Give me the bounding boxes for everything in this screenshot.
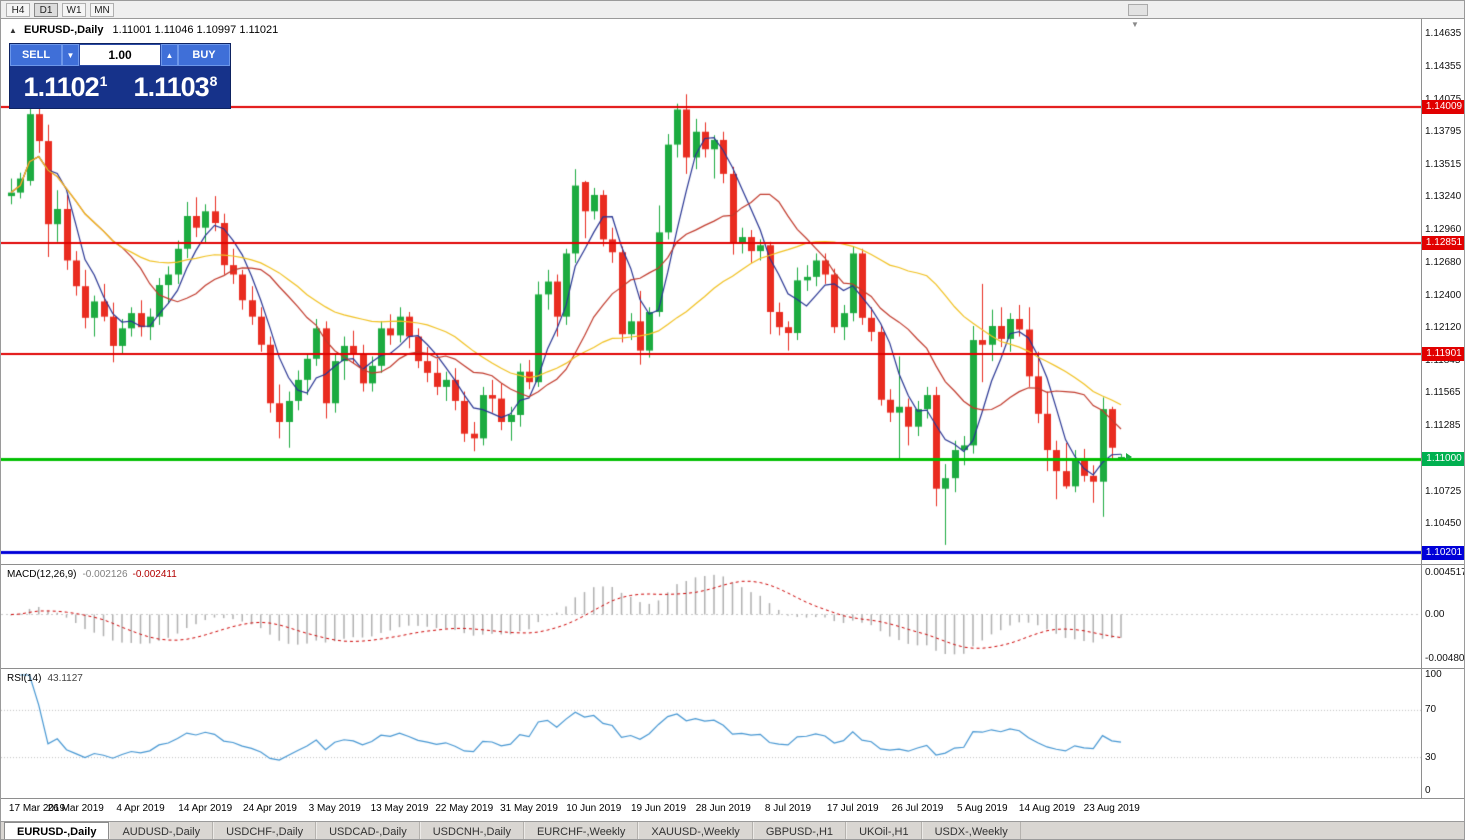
date-axis-label: 17 Mar 2019 bbox=[8, 803, 66, 814]
price-axis-label: 1.12680 bbox=[1425, 256, 1462, 268]
chart-tab-eurchf-weekly[interactable]: EURCHF-,Weekly bbox=[523, 822, 639, 839]
trade-panel-prices: 1.1102 1 1.1103 8 bbox=[10, 66, 230, 108]
timeframe-toolbar: H4 D1 W1 MN bbox=[1, 1, 1464, 19]
buy-price[interactable]: 1.1103 8 bbox=[120, 66, 230, 108]
main-chart-canvas[interactable] bbox=[1, 19, 1421, 564]
chart-tab-eurusd-daily[interactable]: EURUSD-,Daily bbox=[4, 822, 110, 839]
price-axis-label: 1.14075 bbox=[1425, 93, 1462, 105]
buy-price-sup-digit: 8 bbox=[209, 73, 218, 89]
price-axis-badge: 1.11901 bbox=[1422, 346, 1464, 361]
price-axis-badge: 1.14009 bbox=[1422, 100, 1464, 115]
date-axis-label: 13 May 2019 bbox=[370, 803, 429, 814]
macd-indicator-label: MACD(12,26,9) -0.002126 -0.002411 bbox=[7, 569, 177, 580]
rsi-label-text: RSI(14) bbox=[7, 673, 42, 684]
sell-button[interactable]: SELL bbox=[10, 44, 62, 66]
date-axis-label: 26 Jul 2019 bbox=[891, 803, 944, 814]
one-click-trade-panel: SELL ▼ ▲ BUY 1.1102 1 1.1103 8 bbox=[9, 43, 231, 109]
macd-value-1: -0.002126 bbox=[82, 569, 128, 580]
date-axis-label: 14 Apr 2019 bbox=[178, 803, 233, 814]
date-axis: 17 Mar 2019 26 Mar 2019 4 Apr 2019 14 Apr 2… bbox=[1, 799, 1421, 820]
chart-shift-marker-icon: ▼ bbox=[1131, 20, 1139, 29]
chart-title: ▲ EURUSD-,Daily 1.11001 1.11046 1.10997 … bbox=[9, 24, 278, 36]
timeframe-button-w1[interactable]: W1 bbox=[62, 2, 86, 17]
chart-tab-xauusd-weekly[interactable]: XAUUSD-,Weekly bbox=[638, 822, 753, 839]
chart-tab-usdcad-daily[interactable]: USDCAD-,Daily bbox=[316, 822, 420, 839]
buy-button[interactable]: BUY bbox=[178, 44, 230, 66]
date-axis-label: 17 Jul 2019 bbox=[826, 803, 879, 814]
chart-symbol-period: EURUSD-,Daily bbox=[23, 24, 104, 36]
chart-tab-usdx-weekly[interactable]: USDX-,Weekly bbox=[921, 822, 1021, 839]
chart-tab-ukoil-h1[interactable]: UKOil-,H1 bbox=[846, 822, 922, 839]
macd-axis-label: -0.004806 bbox=[1425, 652, 1465, 664]
rsi-axis-label: 100 bbox=[1425, 669, 1442, 680]
sell-price-sup-digit: 1 bbox=[99, 73, 108, 89]
macd-rsi-separator[interactable] bbox=[1, 668, 1464, 669]
price-axis-label: 1.14355 bbox=[1425, 60, 1462, 72]
price-axis-label: 1.12400 bbox=[1425, 289, 1462, 301]
sell-price[interactable]: 1.1102 1 bbox=[10, 66, 120, 108]
rsi-date-separator bbox=[1, 798, 1464, 799]
timeframe-button-d1[interactable]: D1 bbox=[34, 2, 58, 17]
price-axis-badge: 1.11000 bbox=[1422, 452, 1464, 467]
timeframe-button-mn[interactable]: MN bbox=[90, 2, 114, 17]
main-macd-separator[interactable] bbox=[1, 564, 1464, 565]
current-price-arrow bbox=[1126, 452, 1132, 461]
price-axis-badge: 1.10201 bbox=[1422, 545, 1464, 560]
rsi-value: 43.1127 bbox=[47, 673, 83, 684]
macd-value-2: -0.002411 bbox=[132, 569, 177, 580]
chart-tab-usdcnh-daily[interactable]: USDCNH-,Daily bbox=[419, 822, 524, 839]
timeframe-button-h4[interactable]: H4 bbox=[6, 2, 30, 17]
date-axis-label: 14 Aug 2019 bbox=[1018, 803, 1076, 814]
volume-input[interactable] bbox=[79, 44, 161, 66]
price-axis-label: 1.13515 bbox=[1425, 159, 1462, 171]
chart-tab-usdchf-daily[interactable]: USDCHF-,Daily bbox=[213, 822, 317, 839]
price-axis-badge: 1.12851 bbox=[1422, 235, 1464, 250]
volume-decrease-button[interactable]: ▼ bbox=[62, 44, 79, 66]
rsi-axis-label: 30 bbox=[1425, 751, 1437, 763]
price-axis-label: 1.12120 bbox=[1425, 322, 1462, 334]
rsi-indicator-label: RSI(14) 43.1127 bbox=[7, 673, 83, 684]
chart-ohlc-values: 1.11001 1.11046 1.10997 1.11021 bbox=[112, 24, 279, 36]
price-axis-label: 1.12960 bbox=[1425, 224, 1462, 236]
date-axis-label: 19 Jun 2019 bbox=[630, 803, 687, 814]
sell-price-main: 1.1102 bbox=[23, 71, 100, 102]
date-axis-label: 3 May 2019 bbox=[308, 803, 361, 814]
price-axis-label: 1.13240 bbox=[1425, 191, 1462, 203]
price-axis-label: 1.14635 bbox=[1425, 28, 1462, 39]
toolbar-misc-button[interactable] bbox=[1128, 4, 1148, 16]
rsi-axis-label: 70 bbox=[1425, 704, 1437, 716]
macd-label-text: MACD(12,26,9) bbox=[7, 569, 77, 580]
rsi-axis-label: 0 bbox=[1425, 785, 1431, 796]
buy-price-main: 1.1103 bbox=[133, 71, 210, 102]
date-axis-label: 26 Mar 2019 bbox=[47, 803, 104, 814]
symbol-tab-bar: EURUSD-,Daily AUDUSD-,Daily USDCHF-,Daily U… bbox=[1, 821, 1464, 839]
date-axis-label: 22 May 2019 bbox=[435, 803, 494, 814]
date-axis-label: 23 Aug 2019 bbox=[1083, 803, 1140, 814]
date-axis-label: 4 Apr 2019 bbox=[116, 803, 165, 814]
price-axis-label: 1.11285 bbox=[1425, 420, 1461, 432]
date-axis-label: 10 Jun 2019 bbox=[566, 803, 622, 814]
one-click-collapse-icon[interactable]: ▲ bbox=[9, 26, 17, 35]
date-axis-label: 5 Aug 2019 bbox=[956, 803, 1008, 814]
price-axis-label: 1.11565 bbox=[1425, 387, 1461, 399]
rsi-panel-canvas[interactable] bbox=[1, 669, 1421, 798]
chart-tab-gbpusd-h1[interactable]: GBPUSD-,H1 bbox=[752, 822, 847, 839]
trade-panel-controls: SELL ▼ ▲ BUY bbox=[10, 44, 230, 66]
chart-tab-audusd-daily[interactable]: AUDUSD-,Daily bbox=[109, 822, 214, 839]
axis-separator bbox=[1421, 19, 1422, 798]
price-axis-label: 1.13795 bbox=[1425, 126, 1462, 138]
price-axis-label: 1.10725 bbox=[1425, 485, 1462, 497]
macd-axis-label: 0.004517 bbox=[1425, 567, 1465, 578]
date-axis-label: 24 Apr 2019 bbox=[243, 803, 297, 814]
price-axis-label: 1.10450 bbox=[1425, 517, 1462, 529]
date-axis-label: 31 May 2019 bbox=[500, 803, 558, 814]
macd-panel-canvas[interactable] bbox=[1, 565, 1421, 668]
date-axis-label: 28 Jun 2019 bbox=[695, 803, 751, 814]
volume-increase-button[interactable]: ▲ bbox=[161, 44, 178, 66]
date-axis-label: 8 Jul 2019 bbox=[764, 803, 812, 814]
macd-axis-label: 0.00 bbox=[1425, 608, 1445, 620]
